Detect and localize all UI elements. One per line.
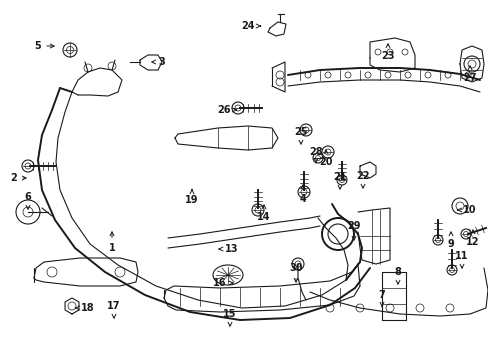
Text: 16: 16 [213,278,232,288]
Text: 17: 17 [107,301,121,318]
Text: 12: 12 [465,230,479,247]
Text: 20: 20 [319,150,332,167]
Text: 22: 22 [356,171,369,188]
Text: 4: 4 [299,185,306,204]
Text: 29: 29 [346,221,360,240]
Text: 7: 7 [378,290,385,306]
Text: 1: 1 [108,232,115,253]
Text: 5: 5 [35,41,54,51]
Text: 28: 28 [308,147,322,163]
Text: 18: 18 [75,303,95,313]
Text: 3: 3 [152,57,165,67]
Text: 15: 15 [223,309,236,326]
Text: 23: 23 [381,44,394,61]
Text: 11: 11 [454,251,468,268]
Text: 14: 14 [257,205,270,222]
Text: 2: 2 [11,173,26,183]
Text: 27: 27 [462,66,476,83]
Text: 9: 9 [447,232,453,249]
Text: 10: 10 [457,205,476,215]
Text: 6: 6 [24,192,31,209]
Text: 25: 25 [294,127,307,144]
Text: 21: 21 [332,172,346,189]
Text: 24: 24 [241,21,260,31]
Text: 13: 13 [219,244,238,254]
Text: 30: 30 [289,263,302,282]
Text: 19: 19 [185,189,198,205]
Text: 8: 8 [394,267,401,284]
Text: 26: 26 [217,105,236,115]
